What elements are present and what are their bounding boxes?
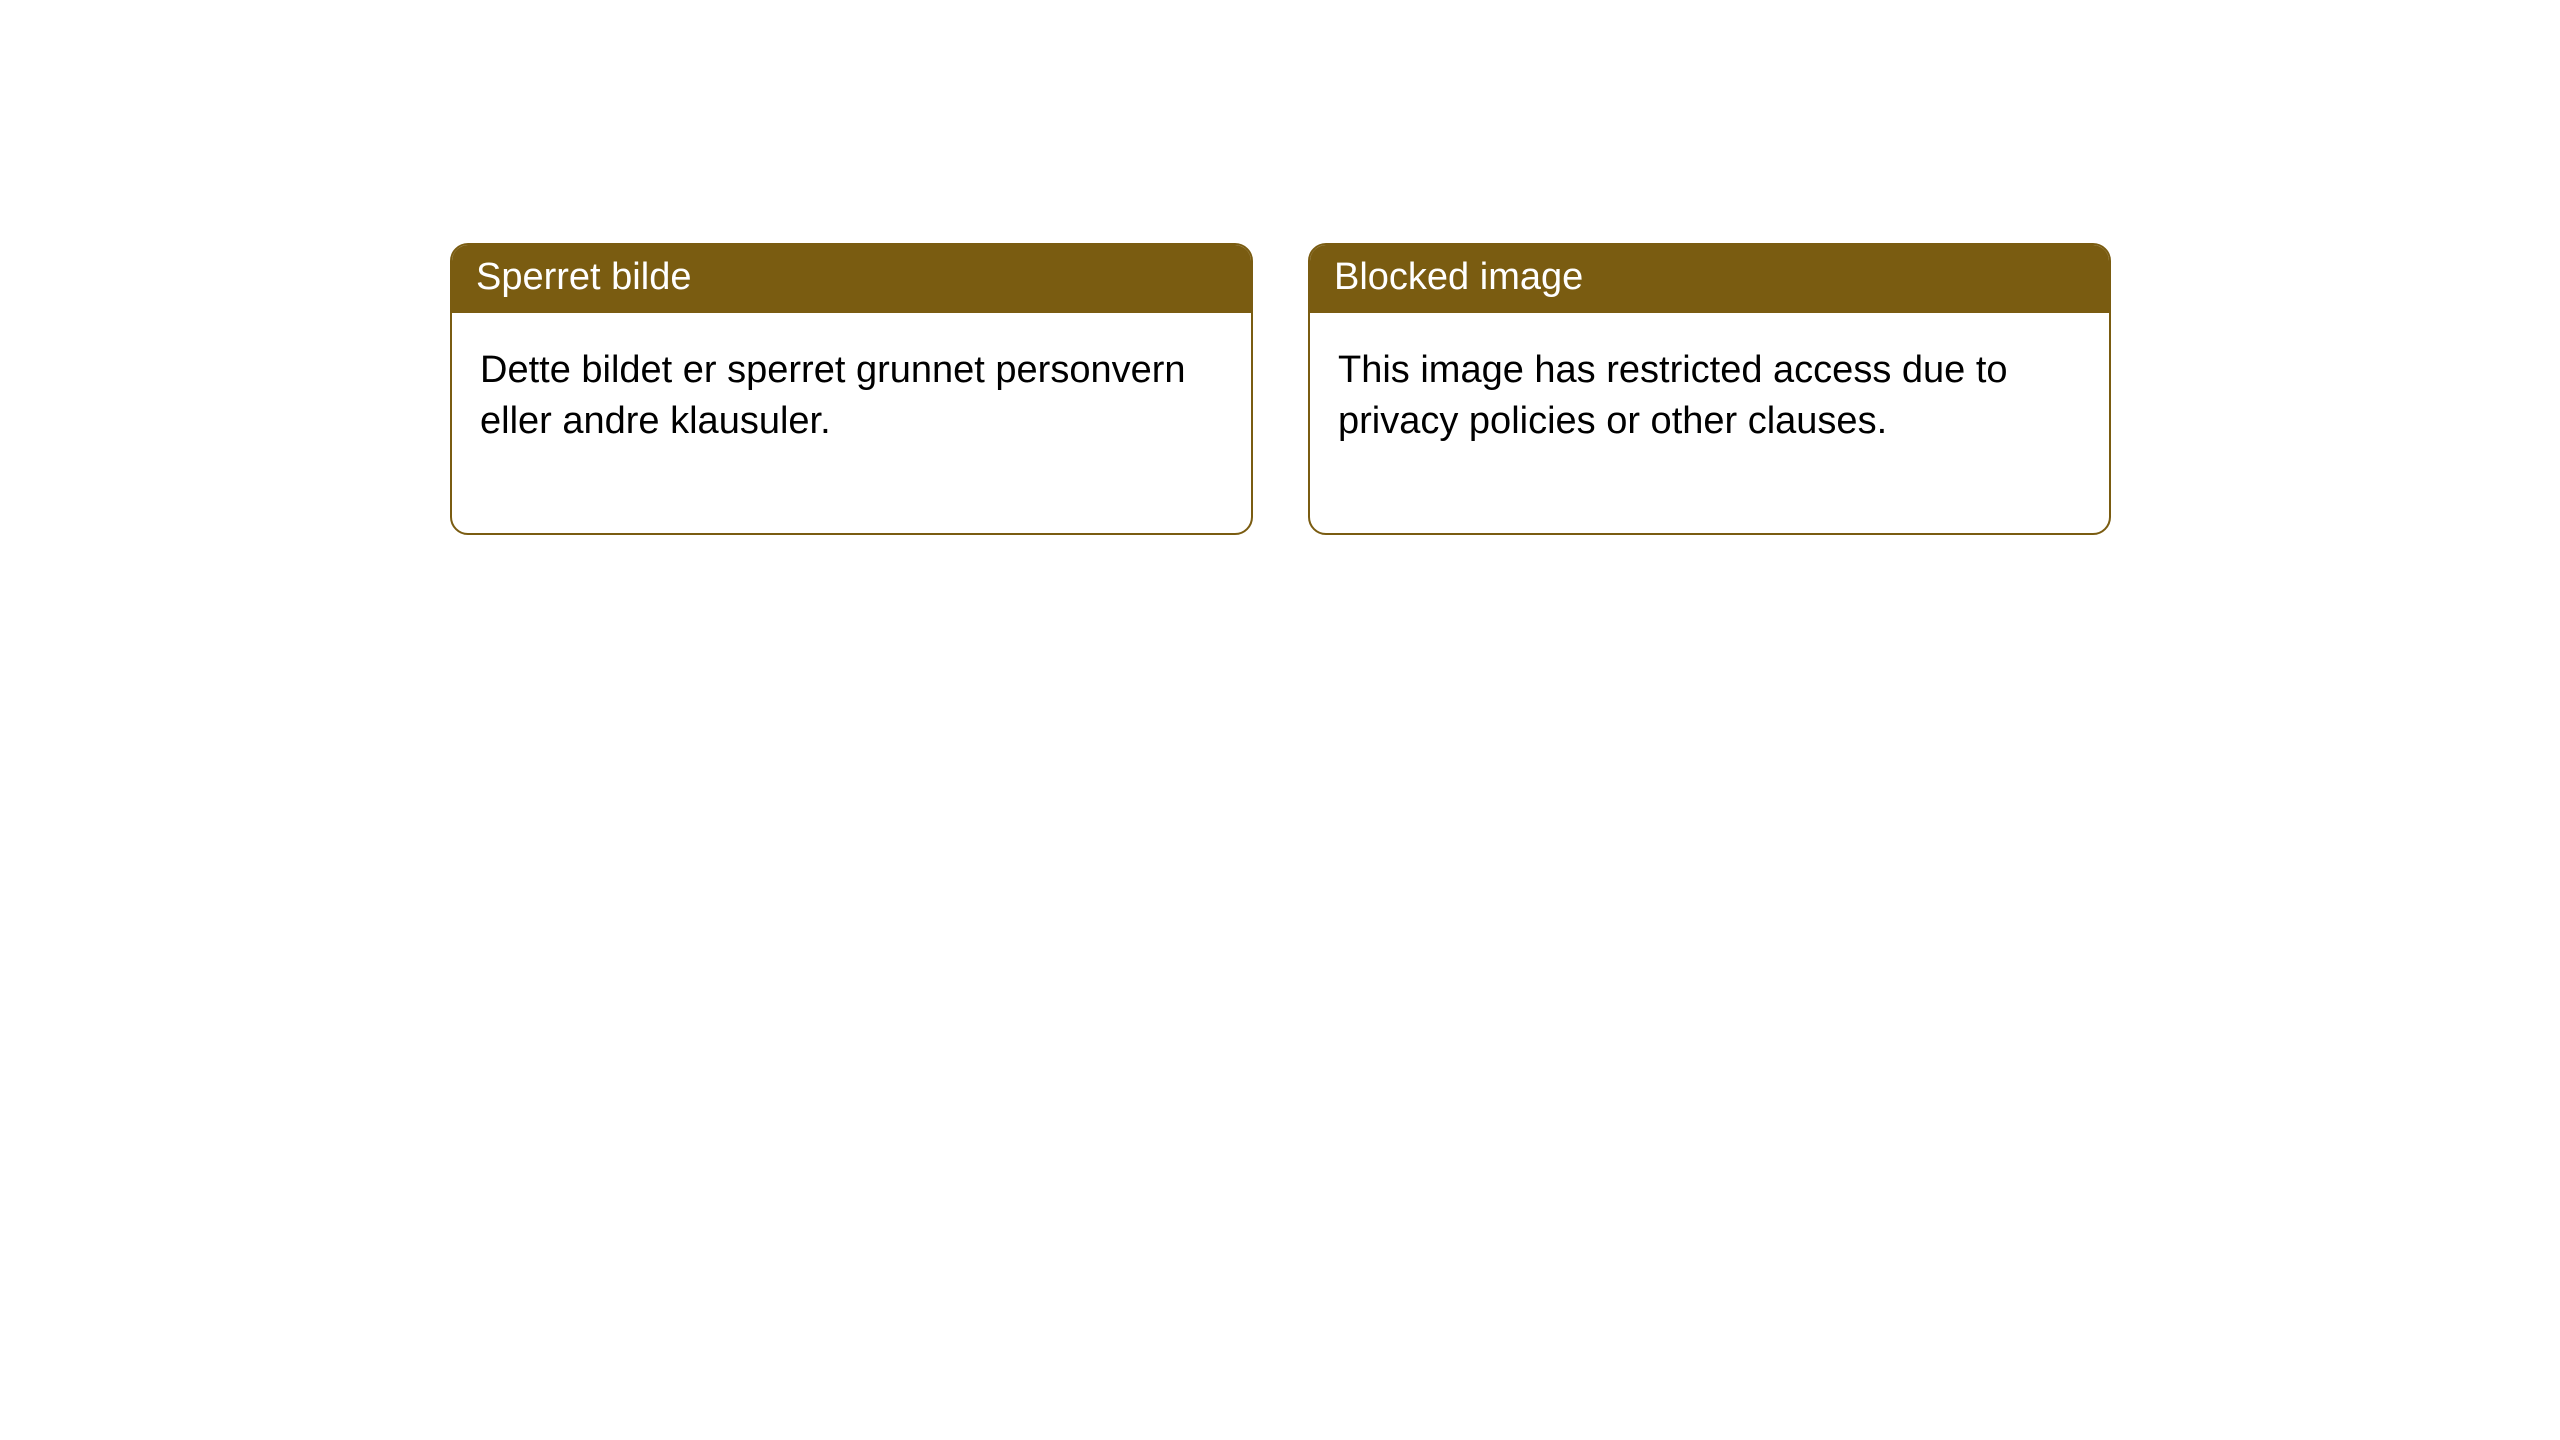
notice-header-en: Blocked image — [1310, 245, 2109, 313]
notice-card-no: Sperret bilde Dette bildet er sperret gr… — [450, 243, 1253, 535]
notice-container: Sperret bilde Dette bildet er sperret gr… — [0, 0, 2560, 535]
notice-card-en: Blocked image This image has restricted … — [1308, 243, 2111, 535]
notice-header-no: Sperret bilde — [452, 245, 1251, 313]
notice-body-no: Dette bildet er sperret grunnet personve… — [452, 313, 1251, 534]
notice-body-en: This image has restricted access due to … — [1310, 313, 2109, 534]
